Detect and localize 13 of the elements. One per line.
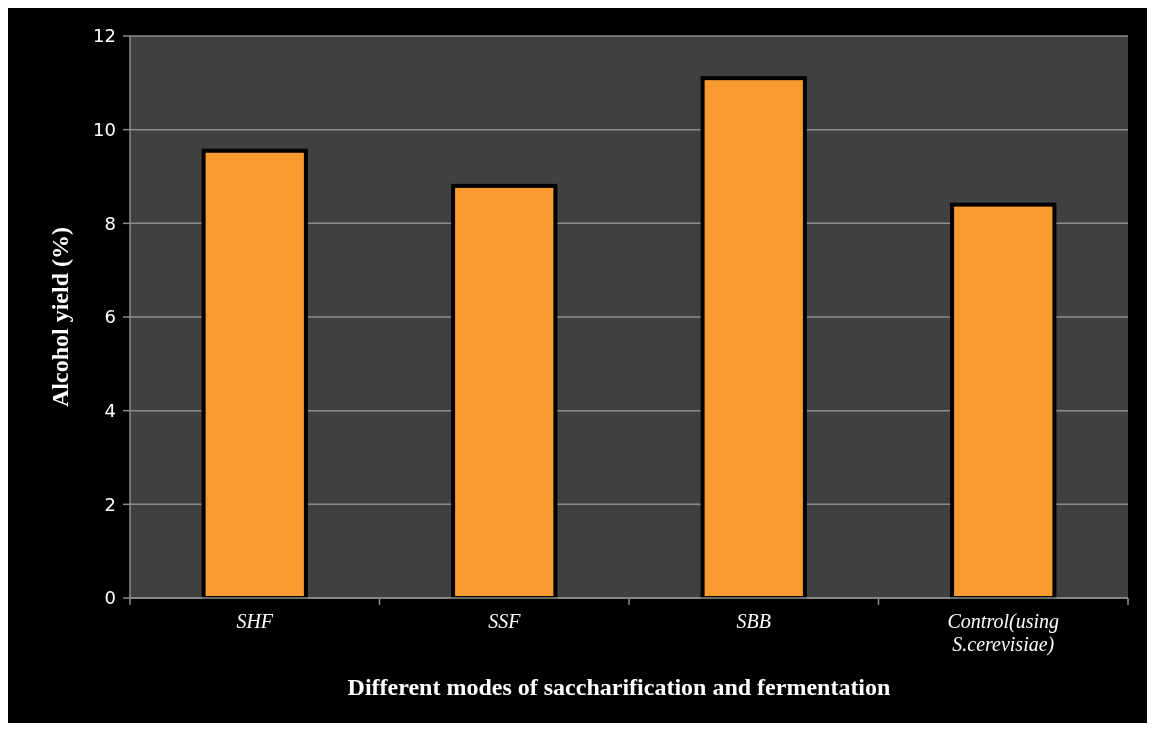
y-tick-label: 2 (104, 493, 116, 515)
y-tick-label: 10 (93, 118, 116, 140)
y-tick-label: 8 (104, 212, 116, 234)
y-tick-label: 6 (104, 306, 116, 328)
x-tick-label: SSF (488, 610, 522, 632)
y-tick-label: 12 (93, 25, 116, 47)
x-tick-label: SHF (236, 610, 274, 632)
y-tick-label: 4 (104, 399, 116, 421)
y-axis-title: Alcohol yield (%) (47, 227, 73, 407)
x-tick-label: Control(using S.cerevisiae) (947, 610, 1059, 656)
y-tick-label: 0 (104, 587, 116, 609)
x-axis-title: Different modes of saccharification and fermentation (347, 674, 891, 700)
x-tick-label: SBB (736, 610, 771, 632)
